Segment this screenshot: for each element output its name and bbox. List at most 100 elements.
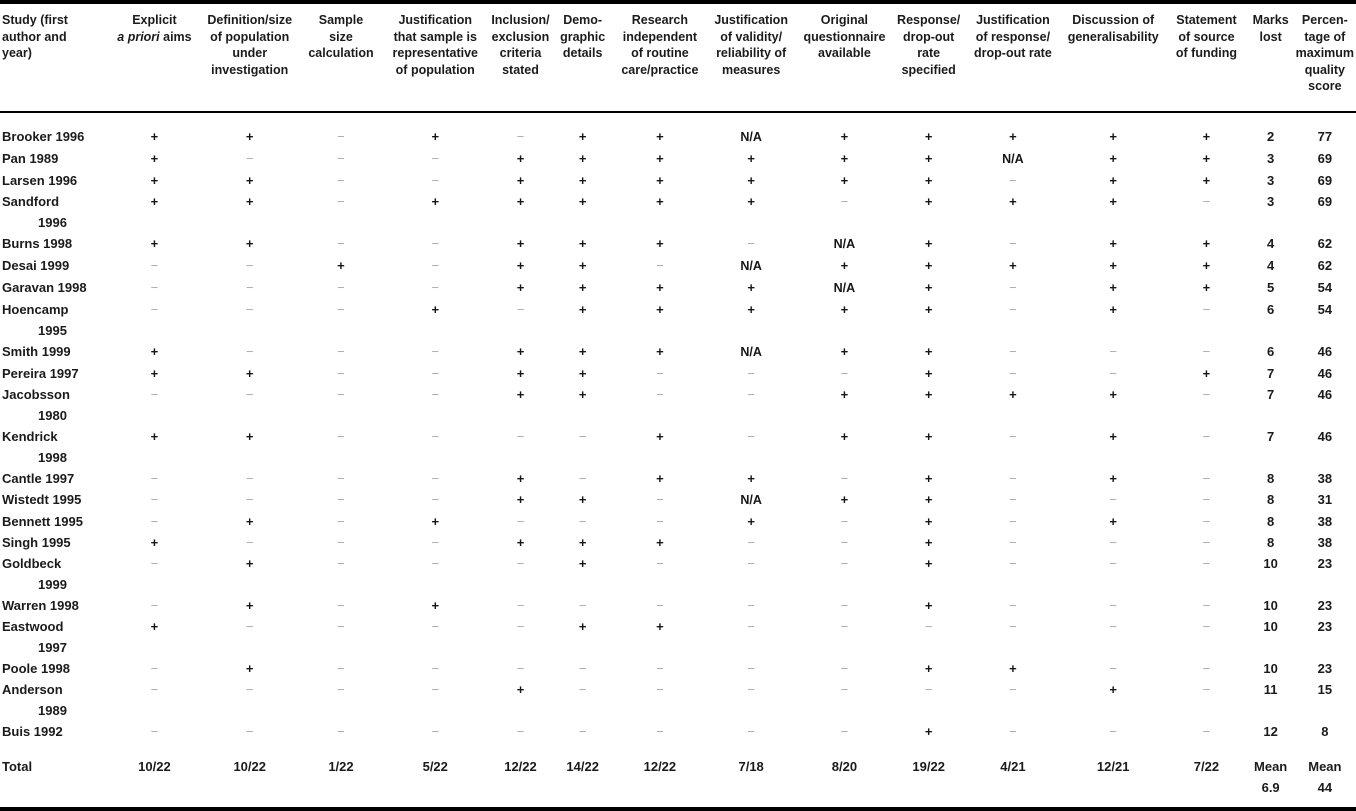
rating-cell: −: [431, 150, 440, 166]
study-name: Sandford 1996: [2, 193, 67, 230]
rating-cell: −: [1109, 555, 1117, 571]
study-name: Kendrick 1998: [2, 428, 67, 465]
total-cell: 12/22: [643, 758, 677, 774]
rating-cell: −: [1009, 428, 1017, 444]
rating-cell: −: [516, 723, 525, 739]
marks-lost-cell: 6: [1267, 301, 1275, 317]
total-cell: 10/22: [233, 758, 266, 774]
study-name: Larsen 1996: [2, 172, 78, 188]
rating-cell: +: [924, 534, 933, 550]
marks-lost-cell: 3: [1267, 150, 1275, 166]
rating-cell: +: [656, 279, 664, 295]
rating-cell: +: [840, 301, 849, 317]
rating-cell: −: [1009, 172, 1017, 188]
rating-cell: +: [245, 428, 254, 444]
rating-cell: +: [840, 172, 849, 188]
rating-cell: +: [150, 428, 159, 444]
rating-cell: −: [431, 428, 440, 444]
rating-cell: +: [1009, 660, 1017, 676]
column-header-marks-lost: Marks lost: [1252, 13, 1289, 44]
percentage-cell: 23: [1317, 597, 1333, 613]
rating-cell: +: [516, 343, 525, 359]
rating-cell: −: [150, 301, 159, 317]
rating-cell: +: [245, 513, 254, 529]
total-cell: 4/21: [1000, 758, 1026, 774]
rating-cell: −: [1202, 491, 1211, 507]
marks-lost-cell: 8: [1267, 491, 1275, 507]
rating-cell: −: [1202, 660, 1211, 676]
rating-cell: +: [840, 150, 849, 166]
marks-lost-cell: 4: [1267, 235, 1275, 251]
rating-cell: +: [924, 301, 933, 317]
study-name: Garavan 1998: [2, 279, 87, 295]
rating-cell: +: [747, 513, 755, 529]
rating-cell: N/A: [740, 258, 762, 273]
table-row: Warren 1998 − + − + − − − − − + − − − 10 23: [0, 595, 1356, 616]
percentage-cell: 38: [1317, 470, 1333, 486]
rating-cell: −: [516, 428, 525, 444]
rating-cell: +: [150, 534, 159, 550]
rating-cell: −: [150, 660, 159, 676]
column-header-sample-size: Sample size calculation: [308, 13, 374, 60]
rating-cell: +: [656, 343, 664, 359]
rating-cell: −: [516, 555, 525, 571]
rating-cell: −: [1202, 723, 1211, 739]
study-name: Poole 1998: [2, 660, 70, 676]
rating-cell: −: [747, 597, 755, 613]
rating-cell: +: [1109, 257, 1117, 273]
column-header-inclusion-exclusion: Inclusion/ exclusion criteria stated: [491, 13, 550, 77]
rating-cell: +: [578, 150, 587, 166]
study-name: Brooker 1996: [2, 128, 85, 144]
rating-cell: −: [840, 681, 849, 697]
study-name: Buis 1992: [2, 723, 63, 739]
marks-lost-cell: 3: [1267, 172, 1275, 188]
rating-cell: −: [747, 235, 755, 251]
rating-cell: −: [1202, 555, 1211, 571]
rating-cell: −: [924, 618, 933, 634]
rating-cell: −: [1202, 343, 1211, 359]
rating-cell: −: [516, 513, 525, 529]
study-name: Smith 1999: [2, 343, 71, 359]
rating-cell: +: [924, 723, 933, 739]
rating-cell: +: [1009, 128, 1017, 144]
rating-cell: −: [431, 555, 440, 571]
rating-cell: +: [578, 172, 587, 188]
rating-cell: −: [1009, 235, 1017, 251]
rating-cell: +: [516, 491, 525, 507]
percentage-cell: 46: [1317, 386, 1333, 402]
rating-cell: +: [150, 150, 159, 166]
rating-cell: −: [1109, 660, 1117, 676]
rating-cell: +: [1109, 681, 1117, 697]
rating-cell: −: [747, 660, 755, 676]
total-cell: 12/21: [1096, 758, 1130, 774]
rating-cell: −: [1202, 597, 1211, 613]
rating-cell: −: [1109, 618, 1117, 634]
table-row: Anderson 1989 − − − − + − − − − − − + − 11 15: [0, 679, 1356, 721]
percentage-cell: 46: [1317, 365, 1333, 381]
rating-cell: −: [578, 681, 587, 697]
marks-lost-cell: 4: [1267, 257, 1275, 273]
percentage-cell: 54: [1317, 279, 1333, 295]
rating-cell: −: [245, 257, 254, 273]
rating-cell: +: [924, 150, 933, 166]
rating-cell: −: [245, 279, 254, 295]
rating-cell: −: [245, 723, 254, 739]
rating-cell: −: [245, 681, 254, 697]
table-row: Jacobsson 1980 − − − − + + − − + + + + − 7 46: [0, 384, 1356, 426]
rating-cell: −: [150, 513, 159, 529]
percentage-cell: 54: [1317, 301, 1333, 317]
rating-cell: N/A: [1002, 151, 1024, 166]
rating-cell: −: [747, 534, 755, 550]
table-row: Wistedt 1995 − − − − + + − N/A + + − − − 8 31: [0, 489, 1356, 511]
percentage-cell: 62: [1317, 235, 1333, 251]
study-name: Pereira 1997: [2, 365, 79, 381]
rating-cell: −: [245, 618, 254, 634]
rating-cell: −: [150, 470, 159, 486]
rating-cell: +: [1109, 150, 1117, 166]
rating-cell: −: [1202, 386, 1211, 402]
rating-cell: +: [924, 365, 933, 381]
rating-cell: −: [1109, 365, 1117, 381]
rating-cell: −: [431, 491, 440, 507]
rating-cell: +: [150, 365, 159, 381]
